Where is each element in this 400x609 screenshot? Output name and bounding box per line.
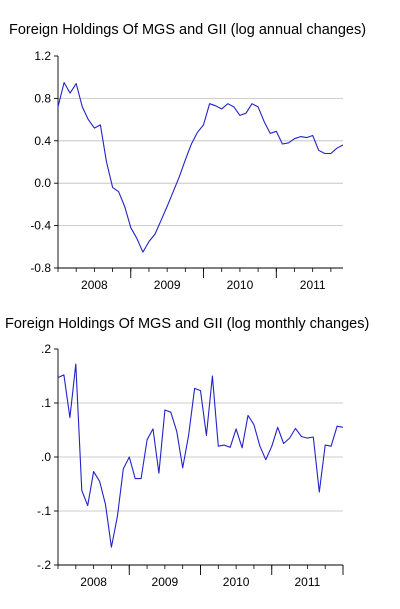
annual-changes-chart: 1.2 0.8 0.4 0.0 -0.4 -0.8 2008 2009 2010 2011	[30, 49, 344, 292]
annual-ytick-label: -0.4	[30, 219, 51, 233]
annual-series-line	[57, 81, 344, 253]
chart-title-annual: Foreign Holdings Of MGS and GII (log ann…	[9, 22, 367, 38]
monthly-ytick-label: .2	[41, 342, 51, 356]
annual-ytick-label: -0.8	[30, 261, 51, 275]
annual-ytick-label: 1.2	[34, 49, 51, 63]
monthly-year-label: 2009	[152, 575, 179, 589]
annual-year-label: 2009	[154, 278, 181, 292]
annual-year-label: 2010	[227, 278, 254, 292]
monthly-ytick-label: .1	[41, 396, 51, 410]
monthly-ytick-label: -.2	[37, 558, 51, 572]
annual-ytick-label: 0.0	[34, 176, 51, 190]
monthly-year-label: 2011	[294, 575, 320, 589]
annual-year-label: 2008	[81, 278, 108, 292]
monthly-ytick-label: -.1	[37, 504, 51, 518]
annual-ytick-label: 0.4	[34, 134, 51, 148]
monthly-year-label: 2010	[223, 575, 250, 589]
chart-title-monthly: Foreign Holdings Of MGS and GII (log mon…	[5, 316, 370, 332]
annual-year-label: 2011	[300, 278, 326, 292]
monthly-series-line	[57, 363, 344, 548]
annual-ytick-label: 0.8	[34, 91, 51, 105]
monthly-changes-chart: .2 .1 .0 -.1 -.2 2008 2009 2010 2011	[37, 342, 344, 589]
monthly-year-label: 2008	[80, 575, 107, 589]
monthly-ytick-label: .0	[41, 450, 51, 464]
